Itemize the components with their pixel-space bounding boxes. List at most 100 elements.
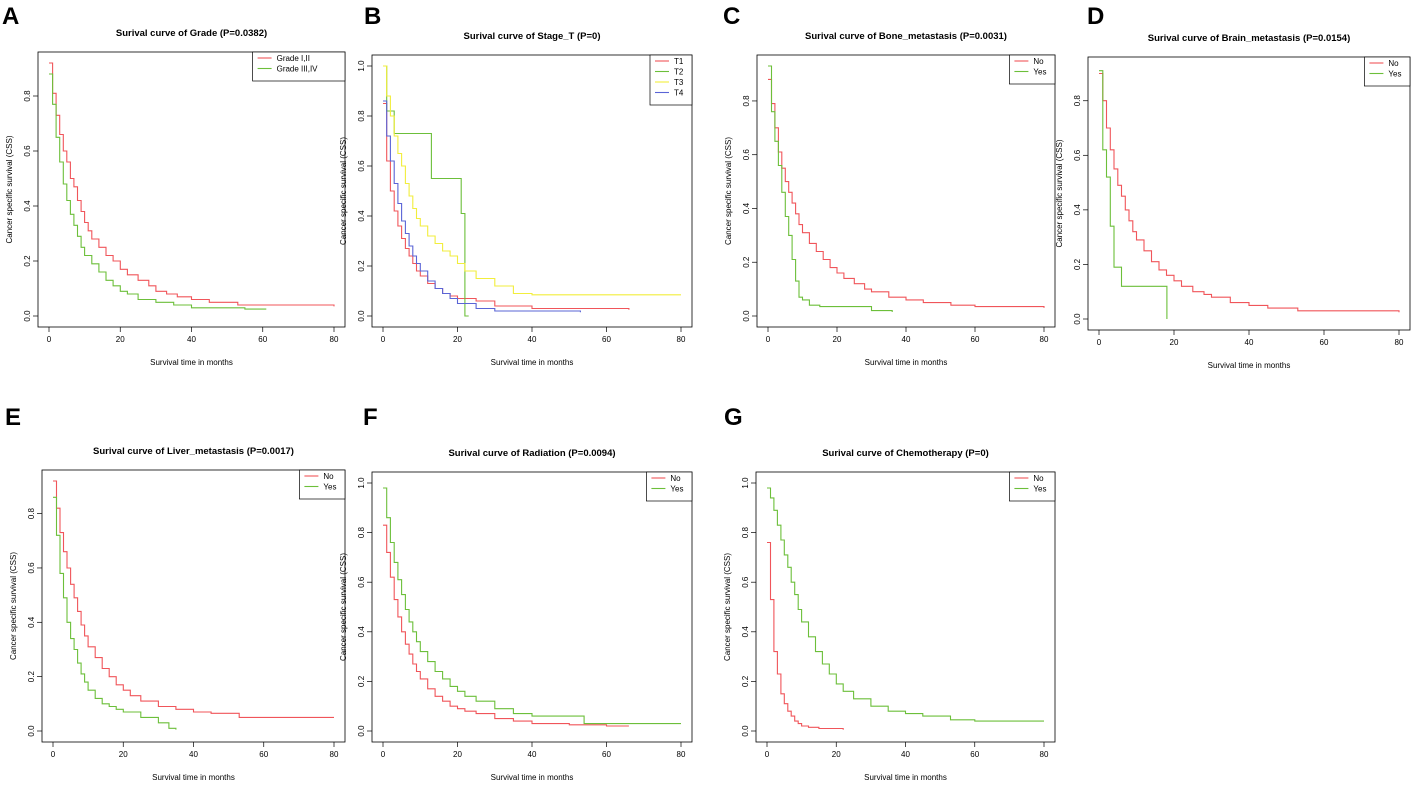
legend-entry: Grade I,II <box>277 54 310 63</box>
x-tick-label: 0 <box>766 335 771 344</box>
survival-curve-yes <box>53 496 177 730</box>
x-axis-label: Survival time in months <box>491 358 574 367</box>
x-tick-label: 60 <box>258 335 267 344</box>
y-tick-label: 1.0 <box>741 477 750 489</box>
chart-title: Surival curve of Grade (P=0.0382) <box>116 28 267 39</box>
panel-b: B Surival curve of Stage_T (P=0) 0 20 40 60 80… <box>339 3 693 367</box>
x-axis-label: Survival time in months <box>152 773 235 782</box>
chart-title: Surival curve of Chemotherapy (P=0) <box>822 448 989 459</box>
x-axis-label: Survival time in months <box>491 773 574 782</box>
y-axis-label: Cancer specific survival (CSS) <box>339 137 348 245</box>
survival-curve-no <box>767 541 844 730</box>
y-tick-label: 1.0 <box>357 60 366 72</box>
y-tick-label: 0.2 <box>23 255 32 267</box>
survival-curve-yes <box>767 487 1044 722</box>
y-tick-label: 0.4 <box>357 626 366 638</box>
y-tick-label: 0.6 <box>27 562 36 574</box>
chart-title: Surival curve of Liver_metastasis (P=0.0… <box>93 446 294 457</box>
legend: Grade I,II Grade III,IV <box>252 51 346 82</box>
y-tick-label: 0.0 <box>742 310 751 322</box>
survival-curve-grade-iii-iv <box>49 73 267 310</box>
legend-entry: No <box>323 472 334 481</box>
x-tick-label: 40 <box>528 335 537 344</box>
survival-curve-t2 <box>383 65 469 317</box>
y-tick-label: 0.0 <box>357 725 366 737</box>
y-tick-label: 0.8 <box>357 526 366 538</box>
y-tick-label: 0.2 <box>27 671 36 683</box>
panel-e: E Surival curve of Liver_metastasis (P=0.… <box>5 404 346 782</box>
legend-box <box>1364 56 1411 87</box>
y-tick-label: 0.8 <box>357 110 366 122</box>
survival-curve-yes <box>383 487 681 725</box>
x-tick-label: 0 <box>51 750 56 759</box>
chart-title: Surival curve of Radiation (P=0.0094) <box>448 448 615 459</box>
x-tick-label: 60 <box>602 750 611 759</box>
y-tick-label: 0.0 <box>741 725 750 737</box>
y-tick-label: 0.2 <box>357 675 366 687</box>
x-axis-label: Survival time in months <box>150 358 233 367</box>
y-tick-label: 0.0 <box>357 310 366 322</box>
y-tick-label: 0.8 <box>1073 95 1082 107</box>
y-tick-label: 0.8 <box>741 526 750 538</box>
chart-title: Surival curve of Brain_metastasis (P=0.0… <box>1148 33 1351 44</box>
legend-entry: Yes <box>670 485 683 494</box>
y-tick-label: 1.0 <box>357 477 366 489</box>
legend: No Yes <box>646 471 693 502</box>
legend-entry: No <box>1033 57 1044 66</box>
x-tick-label: 20 <box>1170 338 1179 347</box>
y-tick-label: 0.2 <box>741 675 750 687</box>
y-tick-label: 0.4 <box>742 202 751 214</box>
y-tick-label: 0.8 <box>742 95 751 107</box>
y-axis-label: Cancer specific survival (CSS) <box>9 552 18 660</box>
survival-curve-no <box>768 78 1045 308</box>
survival-curve-t3 <box>383 65 681 296</box>
x-tick-label: 20 <box>119 750 128 759</box>
legend-box <box>649 54 693 106</box>
y-tick-label: 0.4 <box>27 616 36 628</box>
x-tick-label: 60 <box>971 335 980 344</box>
x-tick-label: 40 <box>901 750 910 759</box>
y-tick-label: 0.8 <box>23 90 32 102</box>
panel-d: D Surival curve of Brain_metastasis (P=0.… <box>1055 3 1411 370</box>
legend-entry: T2 <box>674 68 684 77</box>
x-tick-label: 40 <box>528 750 537 759</box>
legend-entry: T1 <box>674 57 684 66</box>
chart-title: Surival curve of Bone_metastasis (P=0.00… <box>805 31 1007 42</box>
y-tick-label: 0.4 <box>1073 204 1082 216</box>
survival-curve-no <box>1099 72 1400 313</box>
y-tick-label: 0.6 <box>357 576 366 588</box>
legend-box <box>299 469 346 500</box>
legend-entry: No <box>1388 59 1399 68</box>
panel-label: F <box>363 404 378 431</box>
y-axis-label: Cancer specific survival (CSS) <box>339 553 348 661</box>
y-tick-label: 0.6 <box>23 145 32 157</box>
chart-title: Surival curve of Stage_T (P=0) <box>463 31 600 42</box>
panel-label: B <box>364 3 381 30</box>
legend: No Yes <box>1009 471 1056 502</box>
panel-label: E <box>5 404 21 431</box>
survival-curve-no <box>53 480 334 718</box>
x-tick-label: 0 <box>381 335 386 344</box>
legend-entry: Yes <box>1033 68 1046 77</box>
survival-curve-yes <box>768 65 893 312</box>
x-tick-label: 60 <box>970 750 979 759</box>
x-tick-label: 60 <box>1320 338 1329 347</box>
legend-entry: No <box>670 474 681 483</box>
panel-label: C <box>723 3 740 30</box>
legend-entry: Yes <box>323 483 336 492</box>
x-axis-label: Survival time in months <box>865 358 948 367</box>
panel-label: G <box>724 404 743 431</box>
x-tick-label: 40 <box>1245 338 1254 347</box>
x-tick-label: 60 <box>602 335 611 344</box>
panel-label: D <box>1087 3 1104 30</box>
legend-entry: T4 <box>674 89 684 98</box>
y-tick-label: 0.2 <box>357 260 366 272</box>
x-tick-label: 20 <box>453 750 462 759</box>
legend-box <box>1009 54 1056 85</box>
legend-entry: No <box>1033 474 1044 483</box>
x-tick-label: 80 <box>330 750 339 759</box>
x-tick-label: 80 <box>1040 750 1049 759</box>
x-tick-label: 80 <box>1395 338 1404 347</box>
x-tick-label: 60 <box>259 750 268 759</box>
